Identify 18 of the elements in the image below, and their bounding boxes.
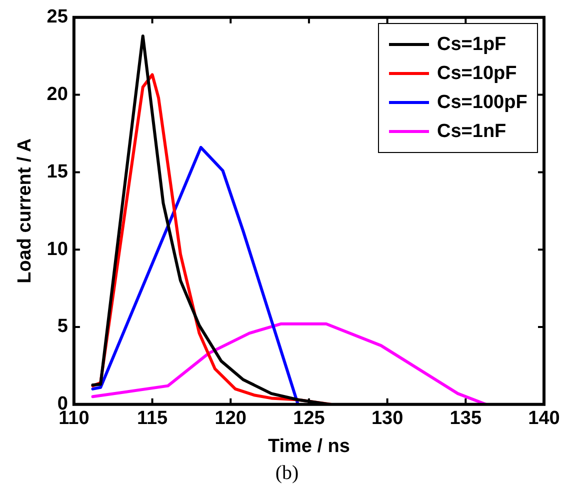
legend-label: Cs=10pF	[437, 62, 517, 85]
legend-label: Cs=1nF	[437, 120, 506, 143]
x-tick-label: 140	[528, 408, 560, 430]
y-axis-title: Load current / A	[14, 138, 36, 284]
x-tick-label: 115	[136, 408, 168, 430]
x-tick-label: 120	[214, 408, 246, 430]
x-tick-label: 135	[450, 408, 482, 430]
legend-label: Cs=100pF	[437, 92, 528, 114]
x-tick-label: 125	[293, 408, 326, 430]
x-tick-label: 130	[371, 408, 404, 430]
legend-label: Cs=1pF	[437, 34, 506, 56]
y-tick-label: 20	[46, 84, 68, 106]
text: (b)	[274, 462, 300, 485]
y-tick-label: 15	[46, 161, 68, 182]
y-tick-label: 5	[57, 316, 68, 338]
x-axis-title: Time / ns	[268, 436, 350, 457]
y-tick-label: 25	[46, 6, 68, 28]
y-tick-label: 10	[46, 238, 68, 260]
